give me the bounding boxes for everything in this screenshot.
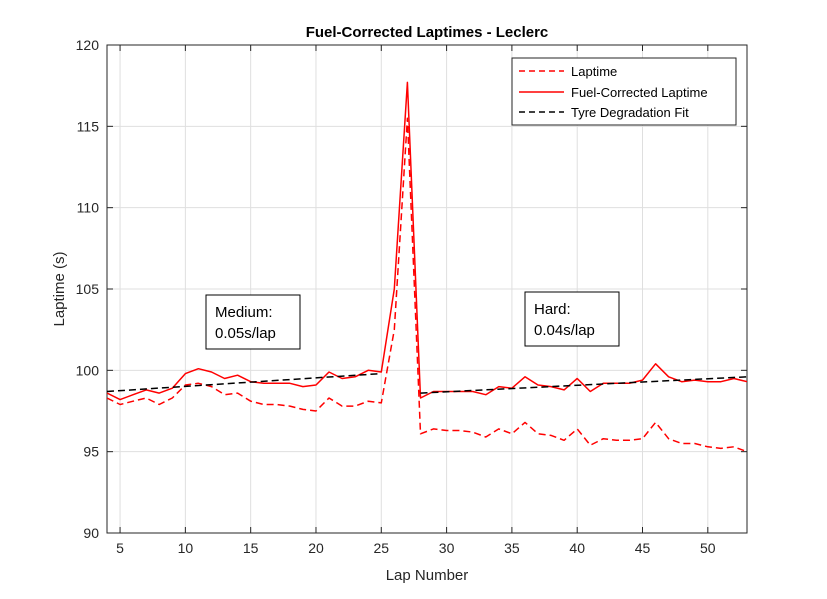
x-axis-label: Lap Number (386, 567, 469, 584)
annotation-medium-line2: 0.05s/lap (215, 325, 276, 342)
x-tick-label: 25 (373, 540, 389, 556)
y-tick-label: 120 (76, 37, 100, 53)
axis-ticks: 5 10 15 20 25 30 35 40 45 50 90 95 100 105 110 115 120 (76, 37, 747, 556)
y-tick-label: 95 (83, 444, 99, 460)
y-tick-label: 90 (83, 525, 99, 541)
legend-label-laptime: Laptime (571, 64, 617, 79)
y-tick-label: 105 (76, 281, 100, 297)
x-tick-label: 20 (308, 540, 324, 556)
plot-series (107, 81, 747, 453)
x-tick-label: 45 (635, 540, 651, 556)
series-line-fuel-corrected-laptime (107, 81, 747, 401)
annotation-medium: Medium: 0.05s/lap (205, 294, 301, 350)
x-tick-label: 50 (700, 540, 716, 556)
x-tick-label: 30 (439, 540, 455, 556)
legend-label-fuel-corrected: Fuel-Corrected Laptime (571, 85, 708, 100)
y-tick-label: 100 (76, 362, 100, 378)
annotation-hard-line2: 0.04s/lap (534, 322, 595, 339)
legend-label-tyre-fit: Tyre Degradation Fit (571, 105, 689, 120)
x-tick-label: 35 (504, 540, 520, 556)
annotation-medium-box (205, 294, 301, 350)
annotation-hard: Hard: 0.04s/lap (524, 291, 620, 347)
y-tick-label: 110 (77, 200, 100, 216)
annotations: Medium: 0.05s/lap Hard: 0.04s/lap (205, 291, 620, 350)
legend: Laptime Fuel-Corrected Laptime Tyre Degr… (511, 57, 737, 126)
annotation-hard-box (524, 291, 620, 347)
annotation-medium-line1: Medium: (215, 304, 273, 321)
chart-title: Fuel-Corrected Laptimes - Leclerc (306, 24, 549, 41)
y-axis-label: Laptime (s) (51, 251, 68, 326)
x-tick-label: 5 (116, 540, 124, 556)
y-tick-label: 115 (77, 118, 100, 134)
annotation-hard-line1: Hard: (534, 301, 571, 318)
series-line-laptime (107, 117, 747, 453)
x-tick-label: 40 (569, 540, 585, 556)
x-tick-label: 15 (243, 540, 259, 556)
series-line-tyre-degradation-fit-1 (107, 372, 382, 393)
x-tick-label: 10 (178, 540, 194, 556)
